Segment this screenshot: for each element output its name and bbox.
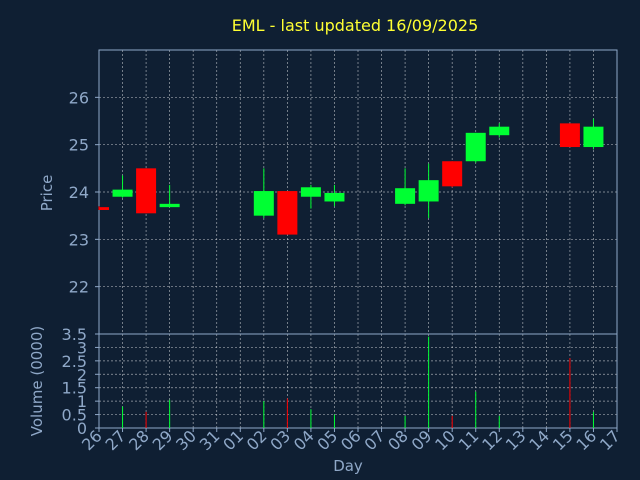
price-panel: 22 23 24 25 26	[69, 49, 618, 335]
volume-tick-label: 1.5	[62, 379, 87, 398]
price-axis-label: Price	[38, 175, 56, 212]
candle-body	[442, 161, 463, 187]
candle-body	[99, 207, 109, 210]
candle-body	[583, 126, 604, 148]
volume-tick-label: 0	[77, 419, 87, 438]
candle-body	[559, 123, 580, 148]
candle-body	[112, 189, 133, 197]
candle-body	[136, 168, 157, 214]
candle-body	[253, 191, 274, 216]
volume-tick-label: 1	[77, 392, 87, 411]
volume-tick-label: 3.5	[62, 325, 87, 344]
volume-axis-label: Volume (0000)	[28, 326, 46, 436]
candle-body	[159, 203, 180, 208]
price-tick-label: 26	[69, 88, 89, 107]
candle-body	[324, 192, 345, 202]
volume-tick-label: 2.5	[62, 352, 87, 371]
candle-body	[395, 188, 416, 204]
volume-tick-label: 2	[77, 365, 87, 384]
x-axis-label: Day	[333, 457, 363, 475]
price-tick-label: 23	[69, 230, 89, 249]
volume-tick-label: 3	[77, 338, 87, 357]
candle-body	[465, 132, 486, 162]
price-tick-label: 22	[69, 278, 89, 297]
candle-body	[418, 180, 439, 202]
candle-body	[300, 187, 321, 197]
price-tick-label: 25	[69, 136, 89, 155]
x-axis: 2627282930310102030405060708091011121314…	[78, 426, 624, 454]
chart-title: EML - last updated 16/09/2025	[232, 16, 479, 35]
volume-tick-label: 0.5	[62, 406, 87, 425]
candle-body	[277, 191, 298, 235]
candle-body	[489, 126, 510, 136]
price-tick-label: 24	[69, 183, 89, 202]
